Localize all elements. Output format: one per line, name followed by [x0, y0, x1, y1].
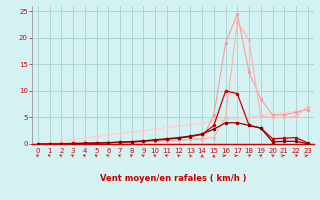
X-axis label: Vent moyen/en rafales ( km/h ): Vent moyen/en rafales ( km/h ): [100, 174, 246, 183]
